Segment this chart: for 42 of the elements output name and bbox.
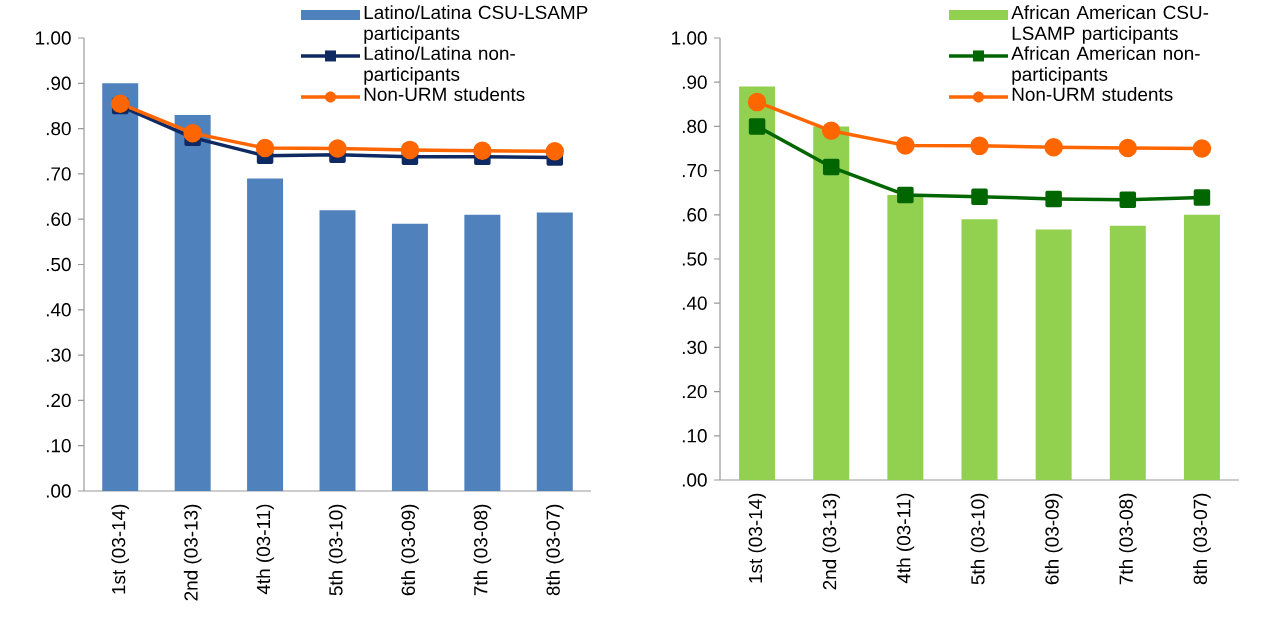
y-tick-label: 1.00 xyxy=(672,31,707,45)
x-tick-label: 8th (03-07) xyxy=(1193,493,1211,585)
y-tick-label: .40 xyxy=(46,303,71,317)
x-tick-label: 6th (03-09) xyxy=(1044,493,1063,585)
legend-label: African American non-participants xyxy=(1011,46,1200,85)
x-tick-label: 6th (03-09) xyxy=(401,504,419,596)
y-tick-label: .80 xyxy=(46,121,71,136)
x-tick-label: 7th (03-08) xyxy=(473,504,492,596)
x-tick-label: 1st (03-14) xyxy=(111,504,130,594)
x-tick-label: 5th (03-10) xyxy=(328,504,347,596)
legend-label: African American CSU-LSAMP participants xyxy=(1011,5,1209,44)
y-tick-label: .00 xyxy=(46,484,71,498)
legend-label: Latino/Latina non-participants xyxy=(364,46,515,85)
x-tick-label: 8th (03-07) xyxy=(545,504,564,596)
legend-label: Non-URM students xyxy=(1012,87,1173,102)
y-tick-label: .50 xyxy=(682,252,707,266)
y-tick-label: .30 xyxy=(46,348,71,362)
y-tick-label: .20 xyxy=(682,384,707,399)
x-tick-label: 1st (03-14) xyxy=(748,493,766,583)
x-tick-label: 2nd (03-13) xyxy=(183,504,202,601)
x-tick-label: 2nd (03-13) xyxy=(822,493,841,590)
y-tick-label: .10 xyxy=(46,439,71,453)
y-tick-label: .70 xyxy=(46,167,71,181)
legend-label: Non-URM students xyxy=(364,87,525,102)
y-tick-label: .30 xyxy=(682,340,707,355)
y-tick-label: 1.00 xyxy=(36,31,71,45)
y-tick-label: .90 xyxy=(682,75,707,89)
y-tick-label: .50 xyxy=(46,257,71,272)
x-tick-label: 7th (03-08) xyxy=(1118,493,1137,585)
y-tick-label: .10 xyxy=(682,429,707,443)
y-tick-label: .40 xyxy=(682,296,707,310)
x-tick-label: 4th (03-11) xyxy=(896,493,915,584)
y-tick-label: .60 xyxy=(682,208,707,222)
x-tick-label: 5th (03-10) xyxy=(970,493,989,585)
y-tick-label: .70 xyxy=(682,163,707,178)
y-tick-label: .90 xyxy=(46,76,71,90)
y-tick-label: .80 xyxy=(682,119,707,134)
x-tick-label: 4th (03-11) xyxy=(256,504,274,595)
y-tick-label: .20 xyxy=(46,393,71,408)
legend-label: Latino/Latina CSU-LSAMP participants xyxy=(364,5,588,44)
y-tick-label: .60 xyxy=(46,212,71,226)
y-tick-label: .00 xyxy=(682,473,707,487)
